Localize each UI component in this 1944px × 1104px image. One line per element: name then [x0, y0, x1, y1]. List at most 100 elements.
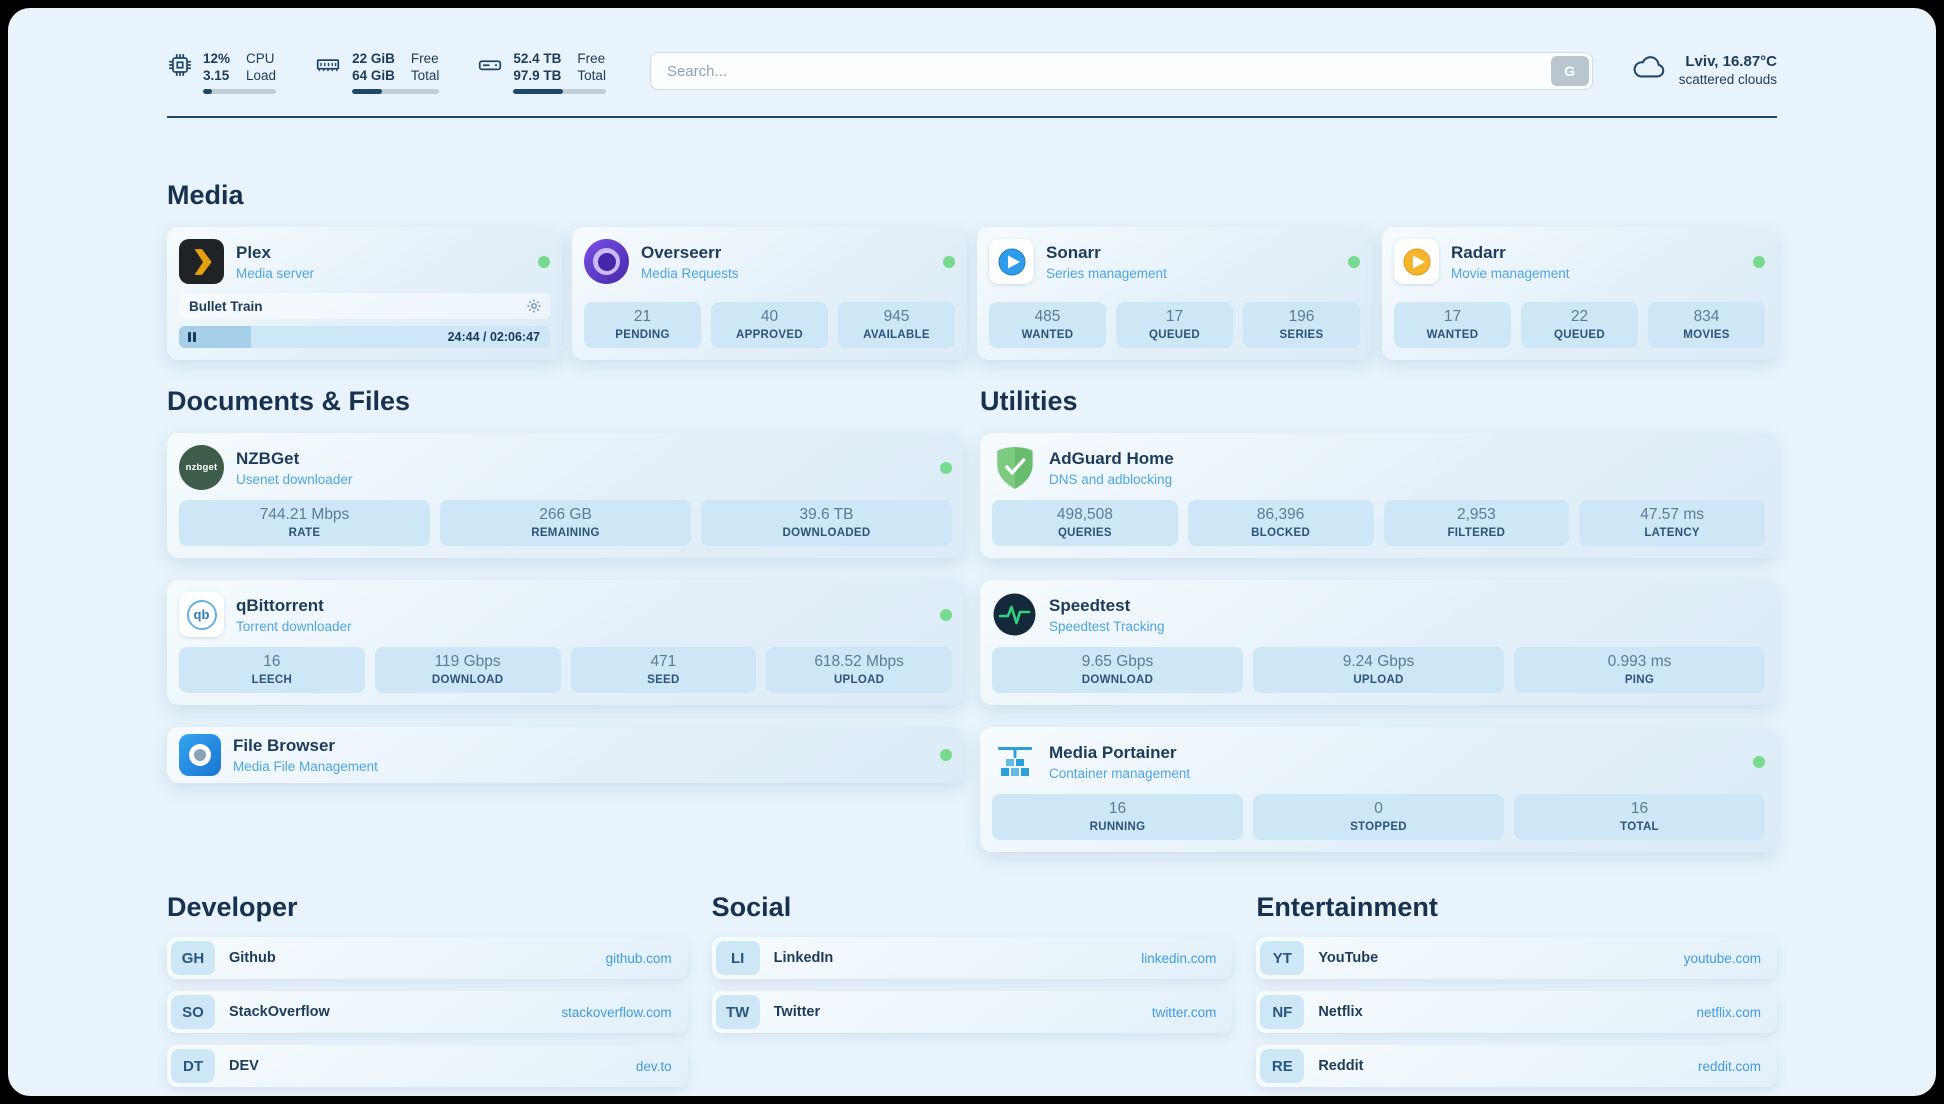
stat-box: 744.21 Mbps RATE: [179, 500, 430, 546]
sonarr-card[interactable]: Sonarr Series management 485 WANTED 17 Q…: [977, 227, 1372, 360]
stat-box: 17 QUEUED: [1116, 302, 1233, 348]
service-subtitle: Movie management: [1451, 265, 1570, 281]
service-subtitle: DNS and adblocking: [1049, 471, 1173, 487]
now-playing-title: Bullet Train: [189, 298, 263, 314]
ram-free-value: 22 GiB: [352, 51, 395, 66]
stat-label: QUEUED: [1553, 329, 1605, 341]
stat-value: 47.57 ms: [1640, 506, 1704, 523]
section-title-entertainment: Entertainment: [1256, 892, 1438, 922]
bookmark-abbr: SO: [171, 995, 215, 1029]
weather-widget[interactable]: Lviv, 16.87°C scattered clouds: [1631, 52, 1777, 89]
section-title-social: Social: [711, 892, 792, 922]
developer-section: Developer GH Github github.com SO StackO…: [167, 892, 688, 1087]
qbittorrent-icon: qb: [179, 592, 224, 637]
weather-location: Lviv, 16.87°C: [1685, 53, 1777, 70]
bookmark-url: twitter.com: [1151, 1004, 1217, 1020]
stat-box: 945 AVAILABLE: [838, 302, 955, 348]
bookmark-name: YouTube: [1318, 950, 1379, 966]
filebrowser-card[interactable]: File Browser Media File Management: [167, 727, 964, 783]
status-dot: [940, 608, 952, 621]
bookmark-twitter[interactable]: TW Twitter twitter.com: [711, 991, 1233, 1033]
stat-label: UPLOAD: [833, 674, 885, 686]
cpu-icon: [167, 52, 193, 94]
bookmark-reddit[interactable]: RE Reddit reddit.com: [1256, 1045, 1777, 1087]
stat-value: 498,508: [1056, 506, 1113, 523]
bookmark-stackoverflow[interactable]: SO StackOverflow stackoverflow.com: [167, 991, 688, 1033]
settings-gear-icon[interactable]: [526, 298, 542, 314]
stat-box: 39.6 TB DOWNLOADED: [701, 500, 952, 546]
social-section: Social LI LinkedIn linkedin.com TW Twitt…: [711, 892, 1233, 1087]
bookmark-youtube[interactable]: YT YouTube youtube.com: [1256, 937, 1777, 979]
stat-box: 0 STOPPED: [1253, 794, 1504, 840]
overseerr-icon: [584, 239, 629, 284]
stat-value: 0: [1374, 800, 1383, 817]
stat-box: 16 LEECH: [179, 647, 365, 693]
service-subtitle: Container management: [1049, 765, 1191, 781]
stat-value: 17: [1443, 308, 1462, 325]
overseerr-card[interactable]: Overseerr Media Requests 21 PENDING 40 A…: [572, 227, 967, 360]
entertainment-section: Entertainment YT YouTube youtube.com NF …: [1256, 892, 1777, 1087]
section-title-media: Media: [167, 180, 244, 210]
bookmark-url: linkedin.com: [1141, 950, 1217, 966]
status-dot: [1348, 255, 1360, 268]
bookmark-name: LinkedIn: [773, 950, 834, 966]
bookmark-linkedin[interactable]: LI LinkedIn linkedin.com: [711, 937, 1233, 979]
media-section: Media Plex Media server: [167, 180, 1777, 360]
cpu-percent: 12%: [203, 51, 231, 66]
documents-section: Documents & Files nzbget NZBGet Usenet d…: [167, 386, 964, 852]
ram-usage-bar: [352, 89, 440, 94]
stat-value: 119 Gbps: [434, 653, 501, 670]
ram-total-label: Total: [410, 68, 440, 83]
search-engine-button[interactable]: G: [1550, 56, 1589, 86]
disk-stat: 52.4 TB 97.9 TB Free Total: [477, 50, 606, 94]
stat-label: RATE: [288, 527, 321, 539]
bookmark-abbr: NF: [1260, 995, 1305, 1029]
plex-card[interactable]: Plex Media server Bullet Train: [167, 227, 562, 360]
stat-label: LEECH: [251, 674, 293, 686]
stat-value: 16: [1108, 800, 1127, 817]
playback-time: 24:44 / 02:06:47: [447, 330, 540, 344]
stat-label: MOVIES: [1683, 329, 1730, 341]
cpu-load-label: Load: [246, 68, 277, 83]
qbittorrent-card[interactable]: qb qBittorrent Torrent downloader 16: [167, 580, 964, 705]
plex-icon: [179, 239, 224, 284]
stat-value: 17: [1165, 308, 1184, 325]
bookmark-netflix[interactable]: NF Netflix netflix.com: [1256, 991, 1777, 1033]
stat-box: 17 WANTED: [1394, 302, 1511, 348]
service-subtitle: Usenet downloader: [236, 471, 353, 487]
bookmark-name: StackOverflow: [229, 1004, 330, 1020]
divider: [167, 116, 1777, 118]
status-dot: [940, 461, 952, 474]
stat-label: DOWNLOAD: [1081, 674, 1154, 686]
stat-label: RUNNING: [1089, 821, 1146, 833]
stat-box: 196 SERIES: [1243, 302, 1360, 348]
adguard-icon: [992, 445, 1037, 490]
stat-box: 266 GB REMAINING: [440, 500, 691, 546]
stat-box: 86,396 BLOCKED: [1187, 500, 1374, 546]
stat-value: 40: [760, 308, 779, 325]
pause-icon[interactable]: [188, 332, 196, 342]
radarr-card[interactable]: Radarr Movie management 17 WANTED 22 QUE…: [1382, 227, 1777, 360]
stat-label: WANTED: [1426, 329, 1479, 341]
service-name: File Browser: [233, 736, 336, 755]
stat-value: 485: [1034, 308, 1061, 325]
stat-label: APPROVED: [736, 329, 803, 341]
disk-icon: [477, 52, 503, 94]
bookmark-github[interactable]: GH Github github.com: [167, 937, 688, 979]
portainer-card[interactable]: Media Portainer Container management 16 …: [980, 727, 1777, 852]
search-input[interactable]: [649, 52, 1593, 90]
disk-free-label: Free: [577, 51, 606, 66]
stat-value: 39.6 TB: [799, 506, 854, 523]
stat-label: QUEUED: [1148, 329, 1200, 341]
bookmark-dev[interactable]: DT DEV dev.to: [167, 1045, 688, 1087]
section-title-documents: Documents & Files: [167, 386, 411, 416]
stat-label: DOWNLOADED: [782, 527, 871, 539]
speedtest-card[interactable]: Speedtest Speedtest Tracking 9.65 Gbps D…: [980, 580, 1777, 705]
playback-progress[interactable]: 24:44 / 02:06:47: [179, 326, 550, 348]
nzbget-card[interactable]: nzbget NZBGet Usenet downloader 744.21 M…: [167, 433, 964, 558]
weather-condition: scattered clouds: [1678, 72, 1777, 87]
ram-icon: [314, 52, 342, 94]
adguard-card[interactable]: AdGuard Home DNS and adblocking 498,508 …: [980, 433, 1777, 558]
stat-label: FILTERED: [1447, 527, 1506, 539]
search: G: [649, 52, 1593, 90]
